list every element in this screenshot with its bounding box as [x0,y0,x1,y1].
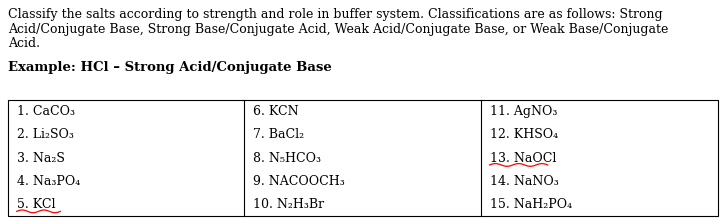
Text: 1. CaCO₃: 1. CaCO₃ [17,105,75,118]
Text: Classify the salts according to strength and role in buffer system. Classificati: Classify the salts according to strength… [8,8,662,21]
Text: 2. Li₂SO₃: 2. Li₂SO₃ [17,128,73,141]
Text: Acid.: Acid. [8,37,40,50]
Text: 8. N₅HCO₃: 8. N₅HCO₃ [253,151,321,164]
Text: 14. NaNO₃: 14. NaNO₃ [489,175,558,188]
Text: 9. NACOOCH₃: 9. NACOOCH₃ [253,175,345,188]
Bar [8,100,718,216]
Text: Example: HCl – Strong Acid/Conjugate Base: Example: HCl – Strong Acid/Conjugate Bas… [8,62,332,75]
Text: 10. N₂H₃Br: 10. N₂H₃Br [253,198,324,211]
Text: 12. KHSO₄: 12. KHSO₄ [489,128,558,141]
Text: 4. Na₃PO₄: 4. Na₃PO₄ [17,175,80,188]
Text: 6. KCN: 6. KCN [253,105,299,118]
Text: 3. Na₂S: 3. Na₂S [17,151,65,164]
Text: 15. NaH₂PO₄: 15. NaH₂PO₄ [489,198,571,211]
Text: 13. NaOCl: 13. NaOCl [489,151,556,164]
Text: 7. BaCl₂: 7. BaCl₂ [253,128,305,141]
Text: 5. KCl: 5. KCl [17,198,55,211]
Text: Acid/Conjugate Base, Strong Base/Conjugate Acid, Weak Acid/Conjugate Base, or We: Acid/Conjugate Base, Strong Base/Conjuga… [8,22,668,35]
Text: 11. AgNO₃: 11. AgNO₃ [489,105,557,118]
